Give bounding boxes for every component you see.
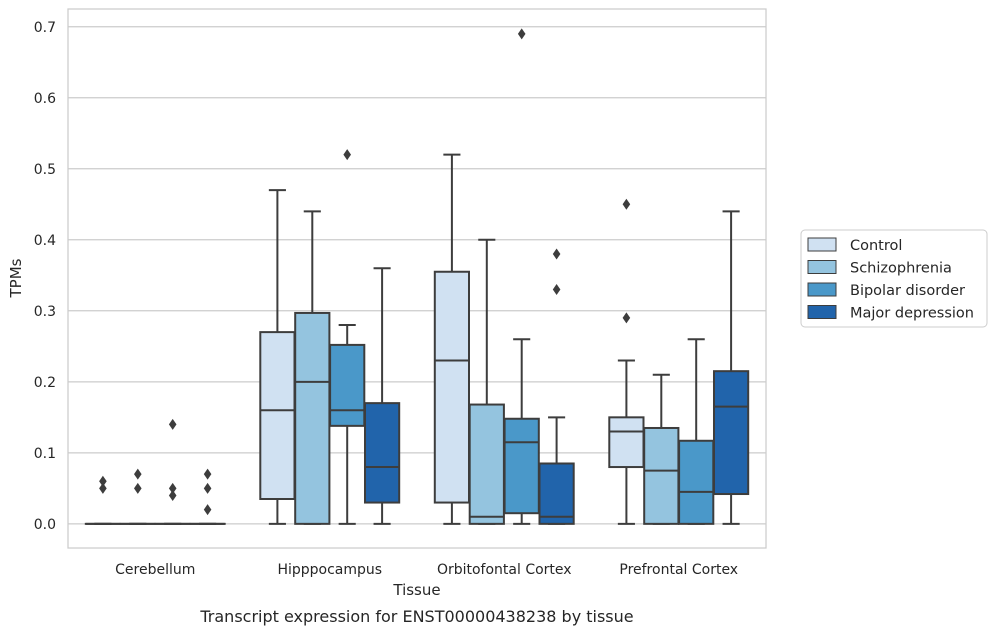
legend-swatch xyxy=(807,260,837,274)
iqr-box xyxy=(608,416,645,469)
box-bipolar-disorder xyxy=(329,149,366,525)
iqr-box xyxy=(503,417,540,515)
outlier-point xyxy=(168,418,177,430)
y-axis-label: TPMs xyxy=(7,258,25,298)
box-groups xyxy=(84,28,750,525)
iqr-box xyxy=(433,270,471,504)
x-tick-label: Hipppocampus xyxy=(277,562,382,578)
iqr-box xyxy=(363,402,401,504)
box-major-depression xyxy=(363,267,401,525)
box-major-depression xyxy=(712,210,750,525)
legend: Control Schizophrenia Bipolar disorder Majo… xyxy=(800,229,988,328)
y-tick-label: 0.2 xyxy=(34,375,56,391)
x-tick-label: Prefrontal Cortex xyxy=(619,562,738,578)
outlier-point xyxy=(134,468,142,480)
y-tick-label: 0.3 xyxy=(34,304,56,320)
outlier-point xyxy=(99,475,107,487)
outlier-point xyxy=(168,482,177,494)
legend-label: Major depression xyxy=(850,306,974,322)
box-control xyxy=(259,189,296,525)
legend-swatch xyxy=(807,305,837,319)
legend-label: Control xyxy=(850,238,902,254)
outlier-point xyxy=(203,504,212,516)
legend-label: Bipolar disorder xyxy=(850,283,965,299)
box-bipolar-disorder xyxy=(503,28,540,525)
box-bipolar-disorder xyxy=(678,338,715,525)
outlier-point xyxy=(622,312,631,324)
x-tick-label: Orbitofontal Cortex xyxy=(437,562,572,578)
outlier-point xyxy=(99,482,107,494)
iqr-box xyxy=(712,370,750,496)
iqr-box xyxy=(678,439,715,525)
x-tick-label: Cerebellum xyxy=(115,562,195,578)
box-control xyxy=(608,198,645,525)
box-schizophrenia xyxy=(468,238,505,525)
x-axis-label: Tissue xyxy=(392,581,440,599)
outlier-point xyxy=(622,198,631,210)
plot-border xyxy=(67,8,767,549)
iqr-box xyxy=(468,403,505,525)
legend-swatch xyxy=(807,237,837,252)
box-major-depression xyxy=(538,248,575,525)
figure-caption: Transcript expression for ENST0000043823… xyxy=(199,607,633,626)
y-tick-label: 0.1 xyxy=(34,446,56,462)
legend-label: Schizophrenia xyxy=(850,261,952,277)
outlier-point xyxy=(168,489,177,501)
y-tick-labels: 0.0 0.1 0.2 0.3 0.4 0.5 0.6 0.7 xyxy=(34,20,56,533)
legend-swatch xyxy=(807,282,837,297)
outlier-point xyxy=(343,149,351,161)
outlier-point xyxy=(203,468,212,480)
x-tick-labels: Cerebellum Hipppocampus Orbitofontal Corte… xyxy=(115,562,738,578)
y-tick-label: 0.0 xyxy=(34,517,56,533)
iqr-box xyxy=(259,331,296,500)
box-major-depression xyxy=(189,468,226,525)
outlier-point xyxy=(134,482,142,494)
y-tick-label: 0.6 xyxy=(34,91,56,107)
legend-frame xyxy=(800,229,988,328)
outlier-point xyxy=(203,482,212,494)
iqr-box xyxy=(294,311,331,525)
outlier-point xyxy=(552,248,561,260)
y-tick-label: 0.5 xyxy=(34,162,56,178)
y-tick-label: 0.4 xyxy=(34,233,56,249)
iqr-box xyxy=(538,462,575,525)
iqr-box xyxy=(329,343,366,427)
y-tick-label: 0.7 xyxy=(34,20,56,36)
outlier-point xyxy=(517,28,526,40)
iqr-box xyxy=(643,426,680,525)
outlier-point xyxy=(552,284,561,296)
box-control xyxy=(433,153,471,525)
